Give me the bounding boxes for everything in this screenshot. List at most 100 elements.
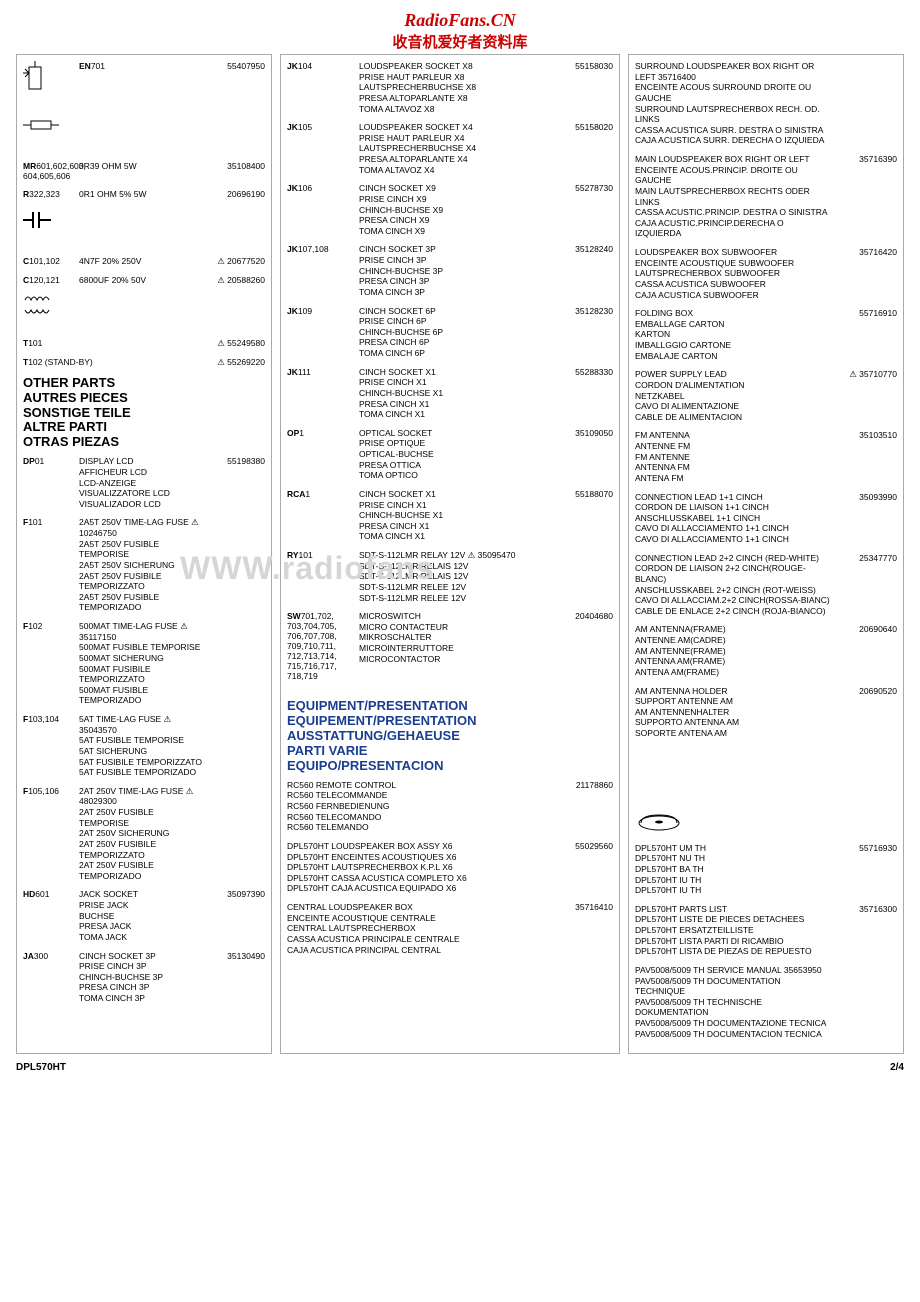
sym-row: EN701 55407950 [23, 61, 265, 109]
part-code: ⚠ 55269220 [203, 357, 265, 368]
part-code: 35716420 [831, 247, 897, 257]
part-code: 35128230 [551, 306, 613, 316]
part-desc: MICROSWITCH MICRO CONTACTEUR MIKROSCHALT… [359, 611, 551, 664]
part-ref: JK111 [287, 367, 359, 377]
part-desc: CINCH SOCKET X1 PRISE CINCH X1 CHINCH-BU… [359, 367, 551, 420]
part-code: 35093990 [831, 492, 897, 502]
part-desc: 0R39 OHM 5W [79, 161, 203, 172]
part-code: 35097390 [203, 889, 265, 899]
column-2: JK104LOUDSPEAKER SOCKET X8 PRISE HAUT PA… [280, 54, 620, 1054]
section-other-parts-title: OTHER PARTS AUTRES PIECES SONSTIGE TEILE… [23, 376, 265, 451]
part-desc: AM ANTENNA HOLDER SUPPORT ANTENNE AM AM … [635, 686, 831, 739]
part-row: DPL570HT PARTS LIST DPL570HT LISTE DE PI… [635, 904, 897, 957]
part-desc: 2A5T 250V TIME-LAG FUSE ⚠ 10246750 2A5T … [79, 517, 203, 613]
part-row: HD601JACK SOCKET PRISE JACK BUCHSE PRESA… [23, 889, 265, 942]
part-desc: LOUDSPEAKER BOX SUBWOOFER ENCEINTE ACOUS… [635, 247, 831, 300]
page-footer: DPL570HT 2/4 [16, 1062, 904, 1073]
symbol-transistor-icon [23, 61, 79, 95]
part-row: C101,102 4N7F 20% 250V ⚠ 20677520 [23, 256, 265, 267]
part-code: ⚠ 20677520 [203, 256, 265, 267]
part-desc: 2AT 250V TIME-LAG FUSE ⚠ 48029300 2AT 25… [79, 786, 203, 882]
part-code: 35716390 [831, 154, 897, 164]
row-mid: EN701 [79, 61, 193, 72]
part-row: F1012A5T 250V TIME-LAG FUSE ⚠ 10246750 2… [23, 517, 265, 613]
part-code: 20696190 [203, 189, 265, 199]
part-desc: CONNECTION LEAD 2+2 CINCH (RED-WHITE) CO… [635, 553, 831, 617]
part-ref: R322,323 [23, 189, 79, 199]
header-title-latin: RadioFans.CN [16, 10, 904, 31]
part-desc: DPL570HT UM TH DPL570HT NU TH DPL570HT B… [635, 843, 831, 896]
part-row: RC560 REMOTE CONTROL RC560 TELECOMMANDE … [287, 780, 613, 833]
part-row: POWER SUPPLY LEAD CORDON D'ALIMENTATION … [635, 369, 897, 422]
part-code: ⚠ 35710770 [831, 369, 897, 380]
part-row: SURROUND LOUDSPEAKER BOX RIGHT OR LEFT 3… [635, 61, 897, 146]
row-code: 55407950 [193, 61, 265, 71]
symbol-capacitor-icon [23, 208, 79, 232]
part-desc: DISPLAY LCD AFFICHEUR LCD LCD-ANZEIGE VI… [79, 456, 203, 509]
column-1: EN701 55407950 MR601,602,603, 604,605,60… [16, 54, 272, 1054]
part-desc: CINCH SOCKET X1 PRISE CINCH X1 CHINCH-BU… [359, 489, 551, 542]
part-ref: OP1 [287, 428, 359, 438]
part-ref: JK109 [287, 306, 359, 316]
part-desc: CINCH SOCKET 3P PRISE CINCH 3P CHINCH-BU… [359, 244, 551, 297]
part-row: AM ANTENNA(FRAME) ANTENNE AM(CADRE) AM A… [635, 624, 897, 677]
part-row: JK111CINCH SOCKET X1 PRISE CINCH X1 CHIN… [287, 367, 613, 420]
part-row: JK106CINCH SOCKET X9 PRISE CINCH X9 CHIN… [287, 183, 613, 236]
part-code: 35109050 [551, 428, 613, 438]
part-ref: JK106 [287, 183, 359, 193]
part-desc: FM ANTENNA ANTENNE FM FM ANTENNE ANTENNA… [635, 430, 831, 483]
part-code: 35103510 [831, 430, 897, 440]
page-header: RadioFans.CN 收音机爱好者资料库 [16, 10, 904, 52]
header-title-cn: 收音机爱好者资料库 [16, 31, 904, 52]
part-code: 20690520 [831, 686, 897, 696]
part-row: MR601,602,603, 604,605,606 0R39 OHM 5W 3… [23, 161, 265, 181]
part-code: 35716300 [831, 904, 897, 914]
part-row: FOLDING BOX EMBALLAGE CARTON KARTON IMBA… [635, 308, 897, 361]
part-code: 20404680 [551, 611, 613, 621]
part-row: CONNECTION LEAD 2+2 CINCH (RED-WHITE) CO… [635, 553, 897, 617]
part-row: T102 (STAND-BY) ⚠ 55269220 [23, 357, 265, 368]
part-row: F102500MAT TIME-LAG FUSE ⚠ 35117150 500M… [23, 621, 265, 706]
part-desc: DPL570HT PARTS LIST DPL570HT LISTE DE PI… [635, 904, 831, 957]
part-row: RCA1CINCH SOCKET X1 PRISE CINCH X1 CHINC… [287, 489, 613, 542]
part-ref: JK105 [287, 122, 359, 132]
part-ref: F101 [23, 517, 79, 527]
part-row: CENTRAL LOUDSPEAKER BOX ENCEINTE ACOUSTI… [287, 902, 613, 955]
part-desc: SURROUND LOUDSPEAKER BOX RIGHT OR LEFT 3… [635, 61, 831, 146]
part-ref: JA300 [23, 951, 79, 961]
part-desc: OPTICAL SOCKET PRISE OPTIQUE OPTICAL-BUC… [359, 428, 551, 481]
column-3: SURROUND LOUDSPEAKER BOX RIGHT OR LEFT 3… [628, 54, 904, 1054]
part-ref: RCA1 [287, 489, 359, 499]
sym-row [23, 119, 265, 151]
part-ref: F102 [23, 621, 79, 631]
part-row: JK109CINCH SOCKET 6P PRISE CINCH 6P CHIN… [287, 306, 613, 359]
part-desc: SDT-S-112LMR RELAY 12V ⚠ 35095470 SDT-S-… [359, 550, 551, 603]
part-row: JK104LOUDSPEAKER SOCKET X8 PRISE HAUT PA… [287, 61, 613, 114]
sym-row [23, 294, 265, 328]
part-code: 55278730 [551, 183, 613, 193]
part-code: 55158030 [551, 61, 613, 71]
part-code: 55288330 [551, 367, 613, 377]
part-code: 35130490 [203, 951, 265, 961]
part-desc: RC560 REMOTE CONTROL RC560 TELECOMMANDE … [287, 780, 551, 833]
part-ref: DP01 [23, 456, 79, 466]
part-row: DP01DISPLAY LCD AFFICHEUR LCD LCD-ANZEIG… [23, 456, 265, 509]
part-desc: CONNECTION LEAD 1+1 CINCH CORDON DE LIAI… [635, 492, 831, 545]
part-desc: 4N7F 20% 250V [79, 256, 203, 267]
part-ref: SW701,702, 703,704,705, 706,707,708, 709… [287, 611, 359, 681]
part-desc: LOUDSPEAKER SOCKET X4 PRISE HAUT PARLEUR… [359, 122, 551, 175]
symbol-resistor-icon [23, 119, 79, 131]
part-row: C120,121 6800UF 20% 50V ⚠ 20588260 [23, 275, 265, 286]
part-ref: JK107,108 [287, 244, 359, 254]
part-row: MAIN LOUDSPEAKER BOX RIGHT OR LEFT ENCEI… [635, 154, 897, 239]
part-code: 55158020 [551, 122, 613, 132]
part-ref: HD601 [23, 889, 79, 899]
part-code: ⚠ 55249580 [203, 338, 265, 349]
part-code: 55716910 [831, 308, 897, 318]
part-code: ⚠ 20588260 [203, 275, 265, 286]
part-row: SW701,702, 703,704,705, 706,707,708, 709… [287, 611, 613, 681]
part-row: T101 ⚠ 55249580 [23, 338, 265, 349]
section-equipment-title: EQUIPMENT/PRESENTATION EQUIPEMENT/PRESEN… [287, 699, 613, 774]
part-desc: 0R1 OHM 5% 5W [79, 189, 203, 200]
part-desc: 5AT TIME-LAG FUSE ⚠ 35043570 5AT FUSIBLE… [79, 714, 203, 778]
